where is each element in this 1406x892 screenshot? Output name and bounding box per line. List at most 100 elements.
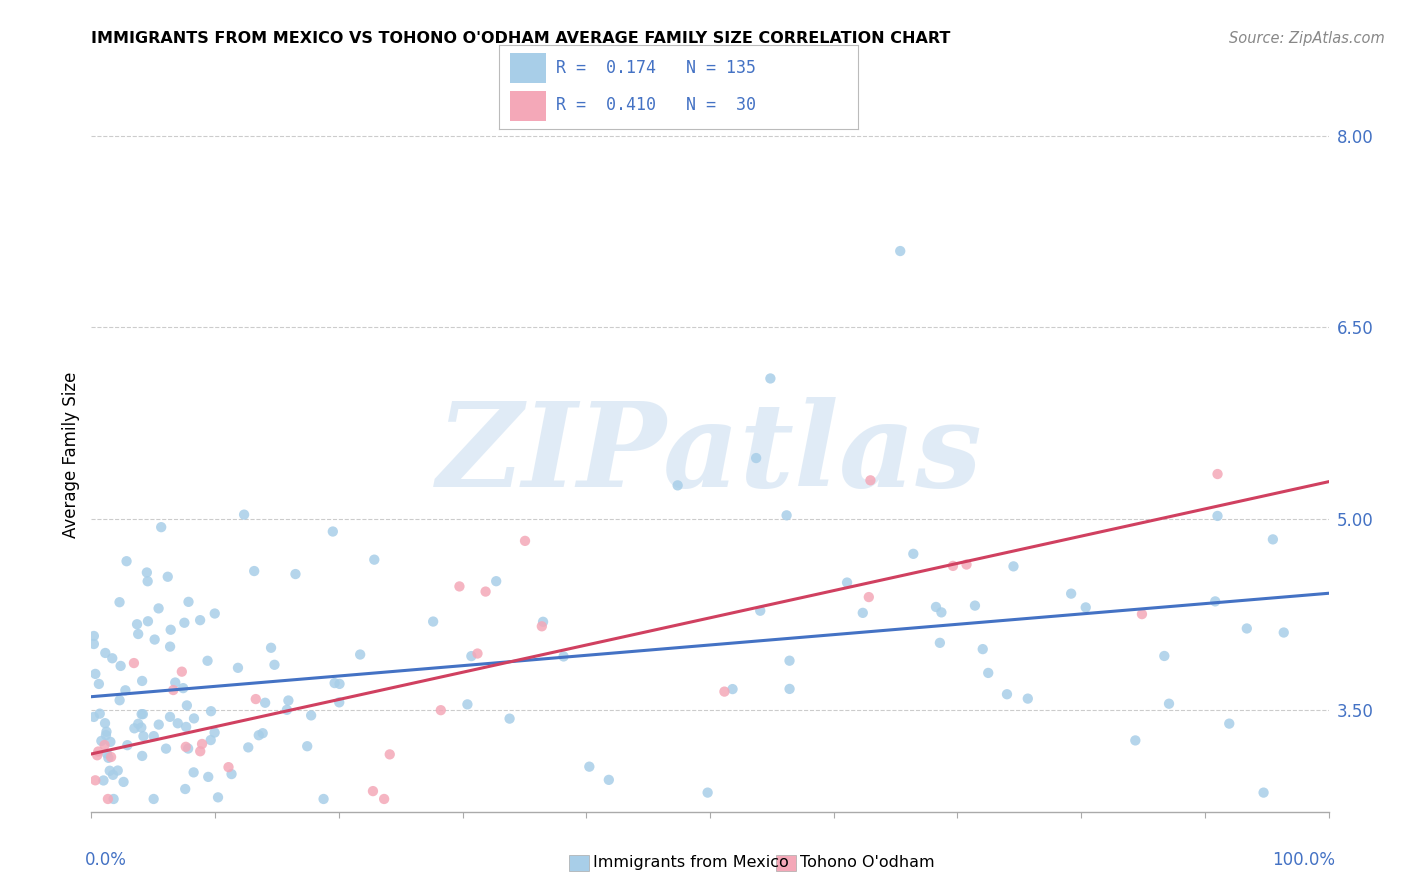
Point bbox=[94, 646, 117, 660]
Point bbox=[378, 747, 401, 762]
Point bbox=[132, 729, 155, 743]
Point bbox=[162, 683, 184, 698]
Point bbox=[159, 623, 181, 637]
Point bbox=[84, 666, 107, 681]
Point bbox=[156, 570, 179, 584]
Point bbox=[131, 707, 153, 722]
Point bbox=[460, 649, 482, 664]
Point bbox=[1157, 697, 1180, 711]
Point bbox=[1253, 786, 1275, 800]
Point bbox=[373, 792, 395, 806]
Point bbox=[1130, 607, 1153, 621]
Text: Source: ZipAtlas.com: Source: ZipAtlas.com bbox=[1229, 31, 1385, 46]
Point bbox=[159, 640, 181, 654]
Text: Immigrants from Mexico: Immigrants from Mexico bbox=[593, 855, 789, 870]
Point bbox=[498, 712, 520, 726]
Point bbox=[254, 696, 277, 710]
Point bbox=[101, 651, 124, 665]
Point bbox=[1261, 533, 1284, 547]
Point bbox=[995, 687, 1018, 701]
Point bbox=[1272, 625, 1295, 640]
Point bbox=[127, 627, 149, 641]
Text: R =  0.410   N =  30: R = 0.410 N = 30 bbox=[557, 96, 756, 114]
Point bbox=[188, 744, 211, 758]
Point bbox=[361, 784, 384, 798]
Point bbox=[204, 607, 226, 621]
Point bbox=[96, 724, 118, 739]
Point bbox=[749, 604, 772, 618]
Point bbox=[977, 665, 1000, 680]
Point bbox=[925, 599, 948, 614]
Point bbox=[117, 738, 139, 752]
Point bbox=[422, 615, 444, 629]
Point bbox=[87, 677, 110, 691]
Point bbox=[159, 710, 181, 724]
Point bbox=[142, 792, 165, 806]
Bar bbox=[510, 54, 546, 83]
Point bbox=[277, 693, 299, 707]
Point bbox=[578, 759, 600, 773]
Point bbox=[1153, 648, 1175, 663]
Point bbox=[1206, 467, 1229, 481]
Point bbox=[1060, 587, 1083, 601]
Point bbox=[456, 698, 478, 712]
Point bbox=[363, 552, 385, 566]
Point bbox=[93, 773, 115, 788]
Point bbox=[200, 704, 222, 718]
Point bbox=[83, 629, 105, 643]
Point bbox=[131, 721, 153, 735]
Point bbox=[143, 632, 166, 647]
Point bbox=[779, 654, 801, 668]
Text: 100.0%: 100.0% bbox=[1272, 851, 1334, 869]
Point bbox=[1002, 559, 1025, 574]
Point bbox=[263, 657, 285, 672]
Point bbox=[197, 654, 219, 668]
Point bbox=[485, 574, 508, 589]
Point bbox=[131, 673, 153, 688]
Point bbox=[963, 599, 986, 613]
Point bbox=[276, 703, 298, 717]
Point bbox=[859, 473, 882, 487]
Text: R =  0.174   N = 135: R = 0.174 N = 135 bbox=[557, 59, 756, 77]
Point bbox=[553, 649, 575, 664]
Point bbox=[775, 508, 797, 523]
Point bbox=[931, 606, 953, 620]
Point bbox=[89, 706, 111, 721]
Point bbox=[96, 747, 118, 761]
Point bbox=[245, 692, 267, 706]
Point bbox=[449, 579, 471, 593]
Point bbox=[183, 765, 205, 780]
Point bbox=[174, 720, 197, 734]
Point bbox=[108, 595, 131, 609]
Point bbox=[115, 554, 138, 568]
Point bbox=[1204, 594, 1226, 608]
Point bbox=[94, 728, 117, 742]
Point bbox=[1206, 508, 1229, 523]
Point bbox=[745, 451, 768, 466]
Point bbox=[1017, 691, 1039, 706]
Point bbox=[94, 716, 117, 731]
Point bbox=[207, 790, 229, 805]
Point bbox=[131, 748, 153, 763]
Point bbox=[852, 606, 875, 620]
Point bbox=[84, 773, 107, 788]
Point bbox=[328, 677, 350, 691]
Point bbox=[112, 775, 135, 789]
Point bbox=[247, 728, 270, 742]
Point bbox=[174, 782, 197, 797]
Text: Tohono O'odham: Tohono O'odham bbox=[800, 855, 935, 870]
Point bbox=[165, 675, 187, 690]
Text: ZIPatlas: ZIPatlas bbox=[437, 398, 983, 512]
Point bbox=[260, 640, 283, 655]
Point bbox=[191, 737, 214, 751]
Point bbox=[136, 614, 159, 628]
Point bbox=[759, 371, 782, 385]
Point bbox=[107, 764, 129, 778]
Point bbox=[972, 642, 994, 657]
Text: IMMIGRANTS FROM MEXICO VS TOHONO O'ODHAM AVERAGE FAMILY SIZE CORRELATION CHART: IMMIGRANTS FROM MEXICO VS TOHONO O'ODHAM… bbox=[91, 31, 950, 46]
Point bbox=[299, 708, 322, 723]
Point bbox=[100, 750, 122, 764]
Point bbox=[150, 520, 173, 534]
Point bbox=[474, 584, 496, 599]
Point bbox=[183, 711, 205, 725]
